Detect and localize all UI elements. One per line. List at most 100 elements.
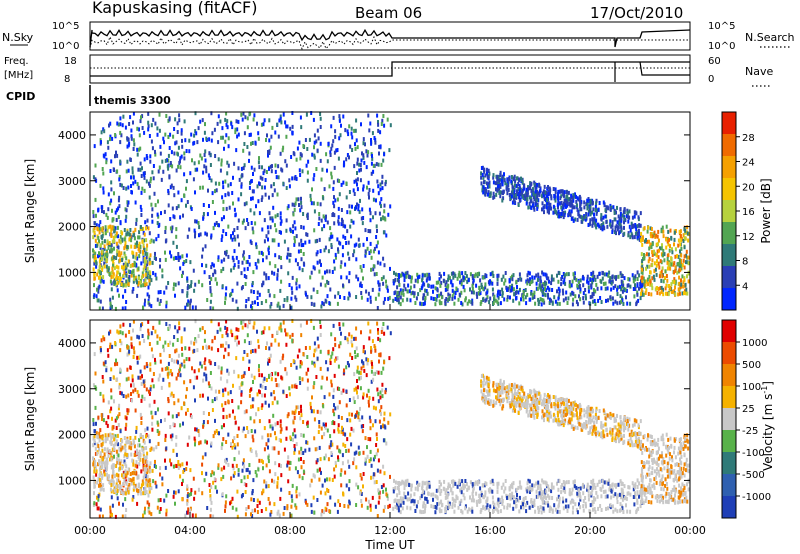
power-cell [93,272,96,277]
power-cell [357,207,360,212]
power-cell [618,231,620,236]
power-cell [143,130,146,135]
velocity-cell [241,493,244,497]
velocity-cell [291,410,294,415]
velocity-cell [177,460,180,464]
velocity-cell [274,431,276,436]
power-cell [256,296,259,300]
power-cell [369,241,372,246]
power-cell [319,282,322,287]
velocity-cell [168,383,171,388]
power-cell [325,214,327,219]
power-cell [119,182,122,187]
velocity-cell [332,408,335,413]
velocity-cell [169,425,172,429]
power-cell [604,286,607,291]
power-cell [117,270,120,275]
power-cell [530,188,533,193]
power-cell [633,294,636,299]
velocity-cell [358,376,361,381]
power-cell [524,196,527,200]
power-cell [138,235,141,240]
power-cell [234,212,237,217]
power-cell [168,117,171,122]
velocity-cell [344,444,347,448]
velocity-cell [170,391,173,396]
velocity-cell [235,327,238,332]
power-cell [193,228,196,233]
power-cell [199,185,202,190]
velocity-cell [388,356,391,361]
power-cell [681,263,684,268]
velocity-cell [256,510,259,514]
power-cell [420,286,423,291]
power-cell [153,191,156,196]
power-cell [365,149,368,154]
velocity-cell [93,352,96,357]
power-cell [563,273,566,278]
velocity-cell [316,458,319,463]
power-cell [310,201,313,206]
power-cell [409,285,412,290]
velocity-cell [321,375,324,380]
power-cell [541,201,544,206]
power-cell [644,291,647,295]
velocity-cell [293,447,296,452]
power-cell [293,236,296,240]
velocity-cell [382,508,385,513]
velocity-cell [342,442,345,447]
power-cell [204,231,207,236]
power-cell [200,156,203,161]
velocity-cell [183,380,186,385]
power-cell [186,291,189,296]
velocity-cell [370,369,373,374]
power-cell [278,118,281,123]
power-cell [626,214,628,218]
velocity-cell [331,442,334,447]
power-cell [531,192,534,197]
velocity-cell [295,486,298,491]
power-cell [172,214,175,219]
power-cell [382,300,385,305]
power-cell [203,153,206,157]
velocity-cell [349,432,352,437]
power-cell [282,181,285,186]
power-cell [135,252,138,257]
power-cell [370,141,373,146]
power-cell [341,245,344,250]
power-cell [326,168,328,173]
power-cell [176,121,179,126]
power-cell [246,266,249,271]
velocity-cell [124,415,127,420]
power-cell [298,140,301,145]
power-cell [350,234,353,239]
power-cell [422,296,425,301]
power-cell [503,297,506,302]
power-cell [634,224,637,229]
velocity-cell [179,367,181,372]
power-cell [370,255,373,260]
velocity-cell [268,403,270,408]
power-cell [218,181,221,186]
velocity-cell [338,344,341,349]
power-cell [501,293,504,298]
power-cell [463,288,466,293]
power-cell [592,270,595,275]
velocity-cell [381,394,384,399]
power-cell [287,271,290,276]
power-cell [280,265,283,270]
velocity-cell [347,340,350,345]
power-cell [472,290,475,295]
velocity-cell [359,386,362,391]
velocity-cell [278,463,281,468]
power-cell [333,213,336,218]
power-cell [149,154,152,159]
velocity-cell [102,394,105,399]
power-cell [686,274,688,279]
power-cell [460,290,463,295]
power-cell [175,234,178,239]
velocity-cell [186,501,189,506]
power-cell [356,182,358,187]
power-cell [320,304,323,309]
velocity-cell [337,364,340,369]
